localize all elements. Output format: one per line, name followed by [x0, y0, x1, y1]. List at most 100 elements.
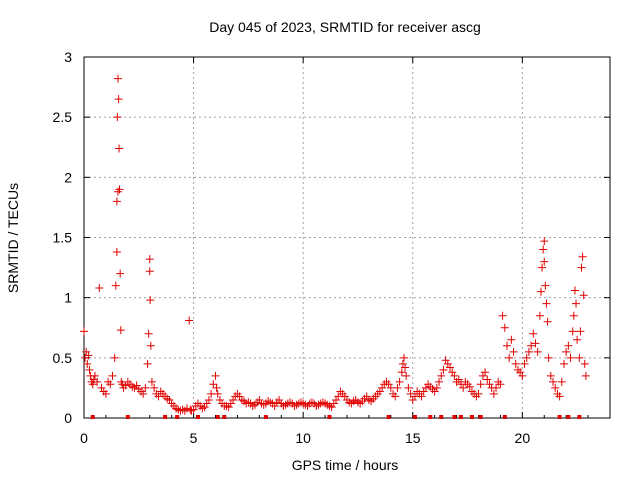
rug-mark	[327, 415, 332, 419]
data-point	[572, 299, 581, 308]
data-point	[478, 371, 487, 380]
data-point	[212, 383, 221, 392]
data-point	[450, 371, 459, 380]
y-tick-label: 1.5	[53, 230, 73, 246]
data-point	[147, 377, 156, 386]
data-point	[178, 405, 187, 414]
data-point	[529, 329, 538, 338]
data-point	[520, 359, 529, 368]
data-point	[391, 392, 400, 401]
rug-mark	[90, 415, 95, 419]
data-point	[568, 327, 577, 336]
chart-title: Day 045 of 2023, SRMTID for receiver asc…	[209, 19, 481, 35]
data-point	[145, 255, 154, 264]
rug-mark	[478, 415, 483, 419]
data-point	[524, 347, 533, 356]
data-point	[535, 311, 544, 320]
data-point	[577, 263, 586, 272]
data-point	[443, 359, 452, 368]
y-axis-label: SRMTID / TECUs	[5, 183, 21, 293]
rug-mark	[469, 415, 474, 419]
data-point	[209, 380, 218, 389]
data-point	[562, 347, 571, 356]
data-point	[489, 389, 498, 398]
data-point	[395, 377, 404, 386]
data-point	[536, 287, 545, 296]
x-tick-label: 0	[80, 430, 88, 446]
data-point	[538, 263, 547, 272]
data-point	[85, 365, 94, 374]
data-point	[97, 383, 106, 392]
data-point	[527, 341, 536, 350]
data-point	[441, 356, 450, 365]
rug-mark	[263, 415, 268, 419]
data-point	[83, 359, 92, 368]
data-point	[213, 389, 222, 398]
data-point	[90, 371, 99, 380]
data-point	[106, 380, 115, 389]
data-point	[215, 395, 224, 404]
y-tick-label: 3	[64, 49, 72, 65]
data-point	[546, 371, 555, 380]
data-point	[551, 383, 560, 392]
rug-mark	[458, 415, 463, 419]
data-point	[224, 403, 233, 412]
data-point	[496, 380, 505, 389]
data-point	[115, 185, 124, 194]
data-point	[408, 395, 417, 404]
data-point	[183, 404, 192, 413]
data-point	[507, 335, 516, 344]
rug-mark	[222, 415, 227, 419]
data-point	[518, 371, 527, 380]
rug-mark	[566, 415, 571, 419]
data-point	[570, 286, 579, 295]
data-point	[115, 144, 124, 153]
data-point	[539, 245, 548, 254]
data-point	[145, 267, 154, 276]
data-point	[533, 347, 542, 356]
data-point	[432, 383, 441, 392]
data-point	[448, 368, 457, 377]
data-point	[481, 368, 490, 377]
data-point	[113, 113, 122, 122]
data-point	[502, 341, 511, 350]
data-point	[80, 327, 88, 336]
rug-mark	[577, 415, 582, 419]
x-tick-label: 20	[515, 430, 531, 446]
data-point	[509, 347, 518, 356]
data-point	[112, 197, 121, 206]
data-point	[393, 383, 402, 392]
data-points	[80, 74, 590, 415]
data-point	[112, 247, 121, 256]
data-point	[229, 395, 238, 404]
y-tick-label: 0.5	[53, 350, 73, 366]
data-point	[402, 371, 411, 380]
data-point	[465, 382, 474, 391]
rug-mark	[163, 415, 168, 419]
data-point	[541, 281, 550, 290]
data-point	[474, 389, 483, 398]
data-point	[544, 353, 553, 362]
rug-mark	[502, 415, 507, 419]
rug-mark	[439, 415, 444, 419]
data-point	[185, 316, 194, 325]
data-point	[575, 353, 584, 362]
data-point	[401, 363, 410, 372]
data-point	[165, 395, 174, 404]
rug-mark	[195, 415, 200, 419]
x-tick-label: 15	[405, 430, 421, 446]
data-point	[211, 371, 220, 380]
data-point	[564, 341, 573, 350]
data-point	[505, 353, 514, 362]
data-point	[543, 317, 552, 326]
data-point	[111, 281, 120, 290]
data-point	[439, 365, 448, 374]
data-point	[446, 363, 455, 372]
y-tick-label: 2.5	[53, 109, 73, 125]
y-tick-label: 1	[64, 290, 72, 306]
data-point	[113, 74, 122, 83]
axis-ticks: 0 0.5 1 1.5 2 2.5 3 0 5 10 15 20	[53, 49, 611, 446]
data-point	[542, 299, 551, 308]
data-point	[549, 377, 558, 386]
rug-mark	[412, 415, 417, 419]
